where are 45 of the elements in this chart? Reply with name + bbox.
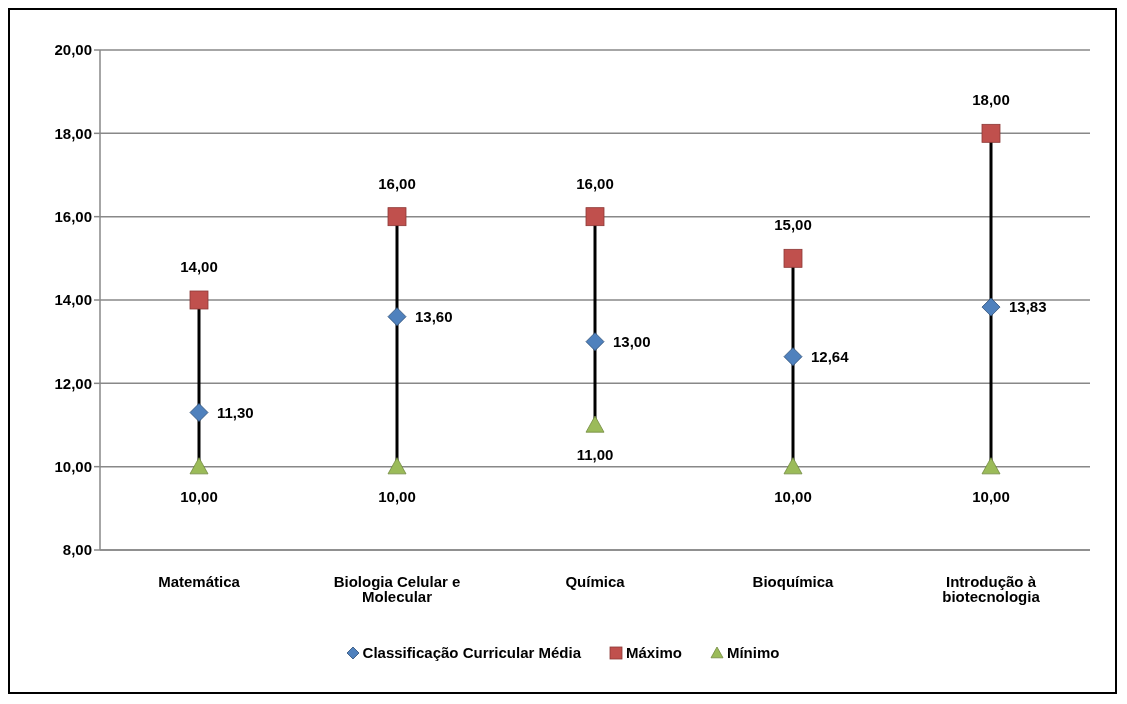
x-tick-label: Bioquímica xyxy=(752,572,835,590)
x-tick-label: Introdução à biotecnologia xyxy=(942,572,1041,605)
data-label: 13,00 xyxy=(613,332,651,350)
point xyxy=(189,290,209,310)
point xyxy=(585,415,605,433)
y-tick-label: 14,00 xyxy=(54,291,92,309)
data-label: 16,00 xyxy=(378,174,416,192)
legend-label: Máximo xyxy=(625,644,682,661)
y-tick-label: 16,00 xyxy=(54,207,92,225)
legend-label: Classificação Curricular Média xyxy=(361,644,582,661)
data-label: 16,00 xyxy=(576,174,614,192)
point xyxy=(189,403,209,422)
data-label: 14,00 xyxy=(180,258,218,275)
x-tick-label: Matemática xyxy=(158,572,241,590)
data-label: 11,30 xyxy=(217,403,254,421)
data-label: 18,00 xyxy=(972,91,1010,109)
data-label: 15,00 xyxy=(774,216,812,234)
data-label: 10,00 xyxy=(972,487,1010,505)
point xyxy=(585,332,605,352)
point xyxy=(189,457,209,475)
point xyxy=(981,297,1001,317)
legend-label: Mínimo xyxy=(725,644,780,661)
point xyxy=(981,123,1001,143)
data-label: 13,83 xyxy=(1009,298,1047,316)
point xyxy=(585,207,605,227)
y-tick-label: 10,00 xyxy=(54,457,92,475)
point xyxy=(783,248,803,268)
data-label: 10,00 xyxy=(378,487,416,505)
point xyxy=(783,347,803,367)
y-tick-label: 8,00 xyxy=(62,541,92,559)
y-tick-label: 12,00 xyxy=(54,374,92,392)
point xyxy=(387,457,407,475)
y-tick-label: 18,00 xyxy=(54,124,92,142)
y-tick-label: 20,00 xyxy=(54,41,92,59)
point xyxy=(981,457,1001,475)
data-label: 10,00 xyxy=(180,487,218,505)
point xyxy=(783,457,803,475)
data-label: 10,00 xyxy=(774,487,812,505)
data-label: 13,60 xyxy=(415,307,453,325)
data-label: 11,00 xyxy=(576,446,614,463)
point xyxy=(387,307,407,327)
x-tick-label: Biologia Celular e Molecular xyxy=(333,572,461,605)
point xyxy=(387,207,407,227)
data-label: 12,64 xyxy=(811,347,850,365)
x-tick-label: Química xyxy=(565,572,626,590)
